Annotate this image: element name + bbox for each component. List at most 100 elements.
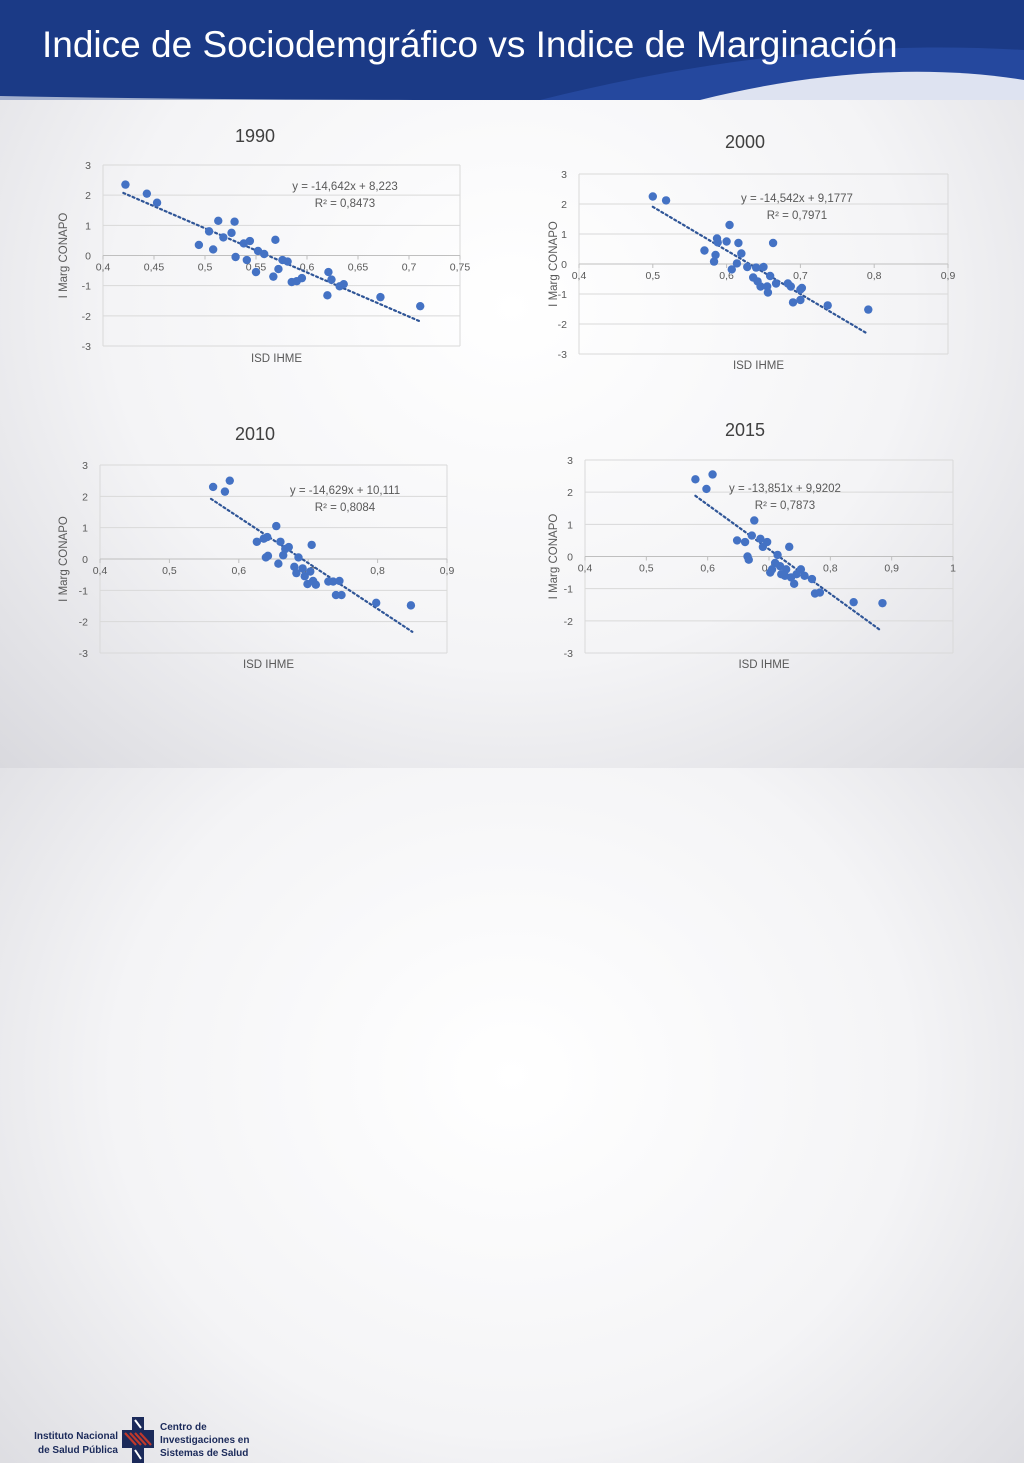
data-point — [732, 536, 742, 545]
data-point — [251, 267, 261, 277]
data-point — [849, 597, 858, 607]
data-point — [372, 598, 381, 608]
r-squared: R² = 0,8084 — [315, 502, 376, 514]
data-point — [763, 288, 773, 297]
data-point — [773, 550, 782, 560]
data-point — [725, 220, 734, 230]
slide-title: Indice de Sociodemgráfico vs Indice de M… — [42, 24, 898, 65]
data-point — [294, 553, 303, 562]
data-point — [311, 580, 321, 589]
data-point — [765, 271, 775, 281]
data-point — [700, 246, 709, 255]
data-point — [152, 198, 162, 207]
y-tick-label: 3 — [85, 160, 91, 172]
y-tick-label: -3 — [82, 341, 91, 353]
data-point — [245, 236, 255, 246]
data-point — [789, 579, 799, 589]
y-tick-label: 3 — [567, 455, 573, 467]
data-point — [767, 565, 777, 574]
data-point — [864, 305, 873, 314]
data-point — [796, 295, 805, 305]
y-axis-title: I Marg CONAPO — [548, 514, 560, 600]
data-point — [230, 217, 239, 226]
y-axis-title: I Marg CONAPO — [58, 516, 70, 602]
data-point — [878, 598, 887, 608]
cisss-logo-line-1: Centro de — [160, 1422, 207, 1433]
y-axis-title: I Marg CONAPO — [548, 221, 560, 307]
insp-logo-line-2: de Salud Pública — [37, 1445, 118, 1456]
data-point — [300, 572, 309, 581]
data-point — [732, 259, 742, 268]
r-squared: R² = 0,7971 — [767, 210, 827, 222]
data-point — [785, 542, 794, 552]
data-point — [323, 291, 332, 300]
chart-title: 2010 — [235, 424, 275, 444]
data-point — [747, 531, 757, 540]
y-tick-label: -1 — [79, 585, 88, 597]
x-tick-label: 0,9 — [941, 270, 956, 282]
data-point — [756, 534, 765, 544]
data-point — [743, 262, 752, 272]
chart-title: 1990 — [235, 126, 275, 146]
data-point — [823, 301, 832, 310]
chart-title: 2000 — [725, 132, 765, 152]
x-axis-title: ISD IHME — [733, 360, 784, 372]
data-point — [744, 555, 753, 564]
data-point — [691, 475, 700, 484]
x-tick-label: 1 — [950, 563, 956, 575]
data-point — [324, 267, 333, 277]
data-point — [327, 275, 336, 284]
x-tick-label: 0,8 — [867, 270, 882, 282]
x-tick-label: 0,4 — [93, 565, 108, 577]
data-point — [727, 265, 736, 274]
data-point — [227, 228, 236, 238]
data-point — [306, 567, 315, 576]
y-tick-label: -2 — [82, 311, 91, 323]
data-point — [272, 521, 281, 531]
data-point — [263, 551, 273, 561]
data-point — [339, 279, 348, 289]
data-point — [768, 238, 778, 248]
data-point — [337, 590, 346, 600]
data-point — [271, 235, 280, 245]
data-point — [815, 588, 825, 597]
x-tick-label: 0,65 — [348, 262, 369, 274]
cisss-logo-line-2: Investigaciones en — [160, 1435, 250, 1446]
y-tick-label: -1 — [558, 289, 567, 301]
data-point — [208, 482, 218, 492]
data-point — [283, 257, 292, 266]
data-point — [661, 196, 671, 205]
data-point — [711, 250, 720, 260]
data-point — [269, 272, 278, 281]
y-tick-label: 1 — [567, 519, 573, 531]
x-tick-label: 0,45 — [144, 262, 165, 274]
data-point — [722, 237, 731, 246]
x-tick-label: 0,55 — [246, 262, 267, 274]
insp-logo-icon — [122, 1417, 154, 1463]
data-point — [788, 298, 798, 307]
data-point — [274, 559, 283, 568]
y-tick-label: 0 — [561, 259, 567, 271]
y-tick-label: 0 — [567, 552, 573, 564]
data-point — [194, 240, 204, 250]
data-point — [702, 484, 711, 494]
data-point — [142, 189, 152, 198]
y-tick-label: 2 — [82, 491, 88, 503]
data-point — [263, 532, 272, 542]
data-point — [204, 227, 214, 236]
x-tick-label: 0,7 — [793, 270, 808, 282]
data-point — [709, 257, 719, 266]
chart-title: 2015 — [725, 420, 765, 440]
x-tick-label: 0,7 — [402, 262, 417, 274]
data-point — [416, 301, 425, 311]
trend-equation: y = -14,629x + 10,111 — [290, 485, 400, 497]
x-tick-label: 0,9 — [884, 563, 899, 575]
cisss-logo-text: Centro de Investigaciones en Sistemas de… — [160, 1421, 270, 1460]
x-tick-label: 0,6 — [700, 563, 715, 575]
data-point — [298, 564, 307, 573]
x-tick-label: 0,9 — [440, 565, 455, 577]
